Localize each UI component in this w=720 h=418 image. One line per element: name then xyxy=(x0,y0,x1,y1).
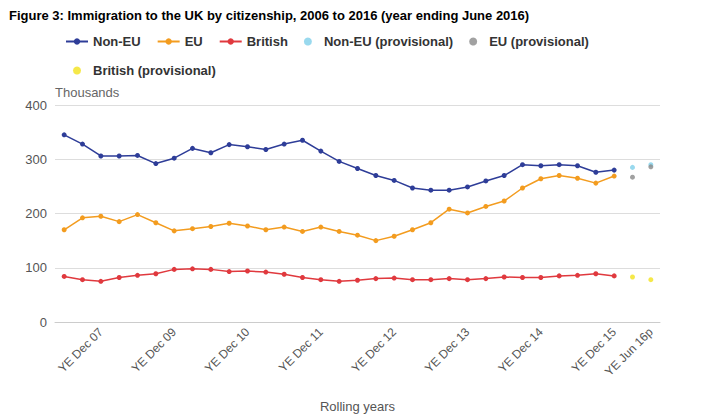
svg-text:British (provisional): British (provisional) xyxy=(93,63,216,78)
svg-text:Non-EU: Non-EU xyxy=(93,34,141,49)
svg-text:YE Dec 09: YE Dec 09 xyxy=(129,325,180,376)
svg-text:YE Dec 12: YE Dec 12 xyxy=(349,325,400,376)
svg-text:0: 0 xyxy=(40,315,47,330)
svg-text:Rolling years: Rolling years xyxy=(320,399,396,414)
svg-text:Thousands: Thousands xyxy=(55,85,120,100)
svg-text:100: 100 xyxy=(25,260,47,275)
svg-text:YE Dec 14: YE Dec 14 xyxy=(495,325,546,376)
svg-text:Non-EU (provisional): Non-EU (provisional) xyxy=(324,34,453,49)
svg-text:YE Dec 10: YE Dec 10 xyxy=(202,325,253,376)
svg-text:200: 200 xyxy=(25,206,47,221)
svg-text:YE Dec 13: YE Dec 13 xyxy=(422,325,473,376)
svg-text:YE Dec 11: YE Dec 11 xyxy=(276,325,326,375)
svg-text:400: 400 xyxy=(25,98,47,113)
svg-text:EU: EU xyxy=(185,34,203,49)
svg-text:YE Jun 16p: YE Jun 16p xyxy=(602,325,656,379)
svg-text:British: British xyxy=(247,34,288,49)
svg-text:Figure 3: Immigration to the U: Figure 3: Immigration to the UK by citiz… xyxy=(9,8,529,23)
svg-text:EU (provisional): EU (provisional) xyxy=(489,34,589,49)
svg-text:300: 300 xyxy=(25,152,47,167)
svg-text:YE Dec 07: YE Dec 07 xyxy=(55,325,106,376)
svg-text:YE Dec 15: YE Dec 15 xyxy=(568,325,620,376)
